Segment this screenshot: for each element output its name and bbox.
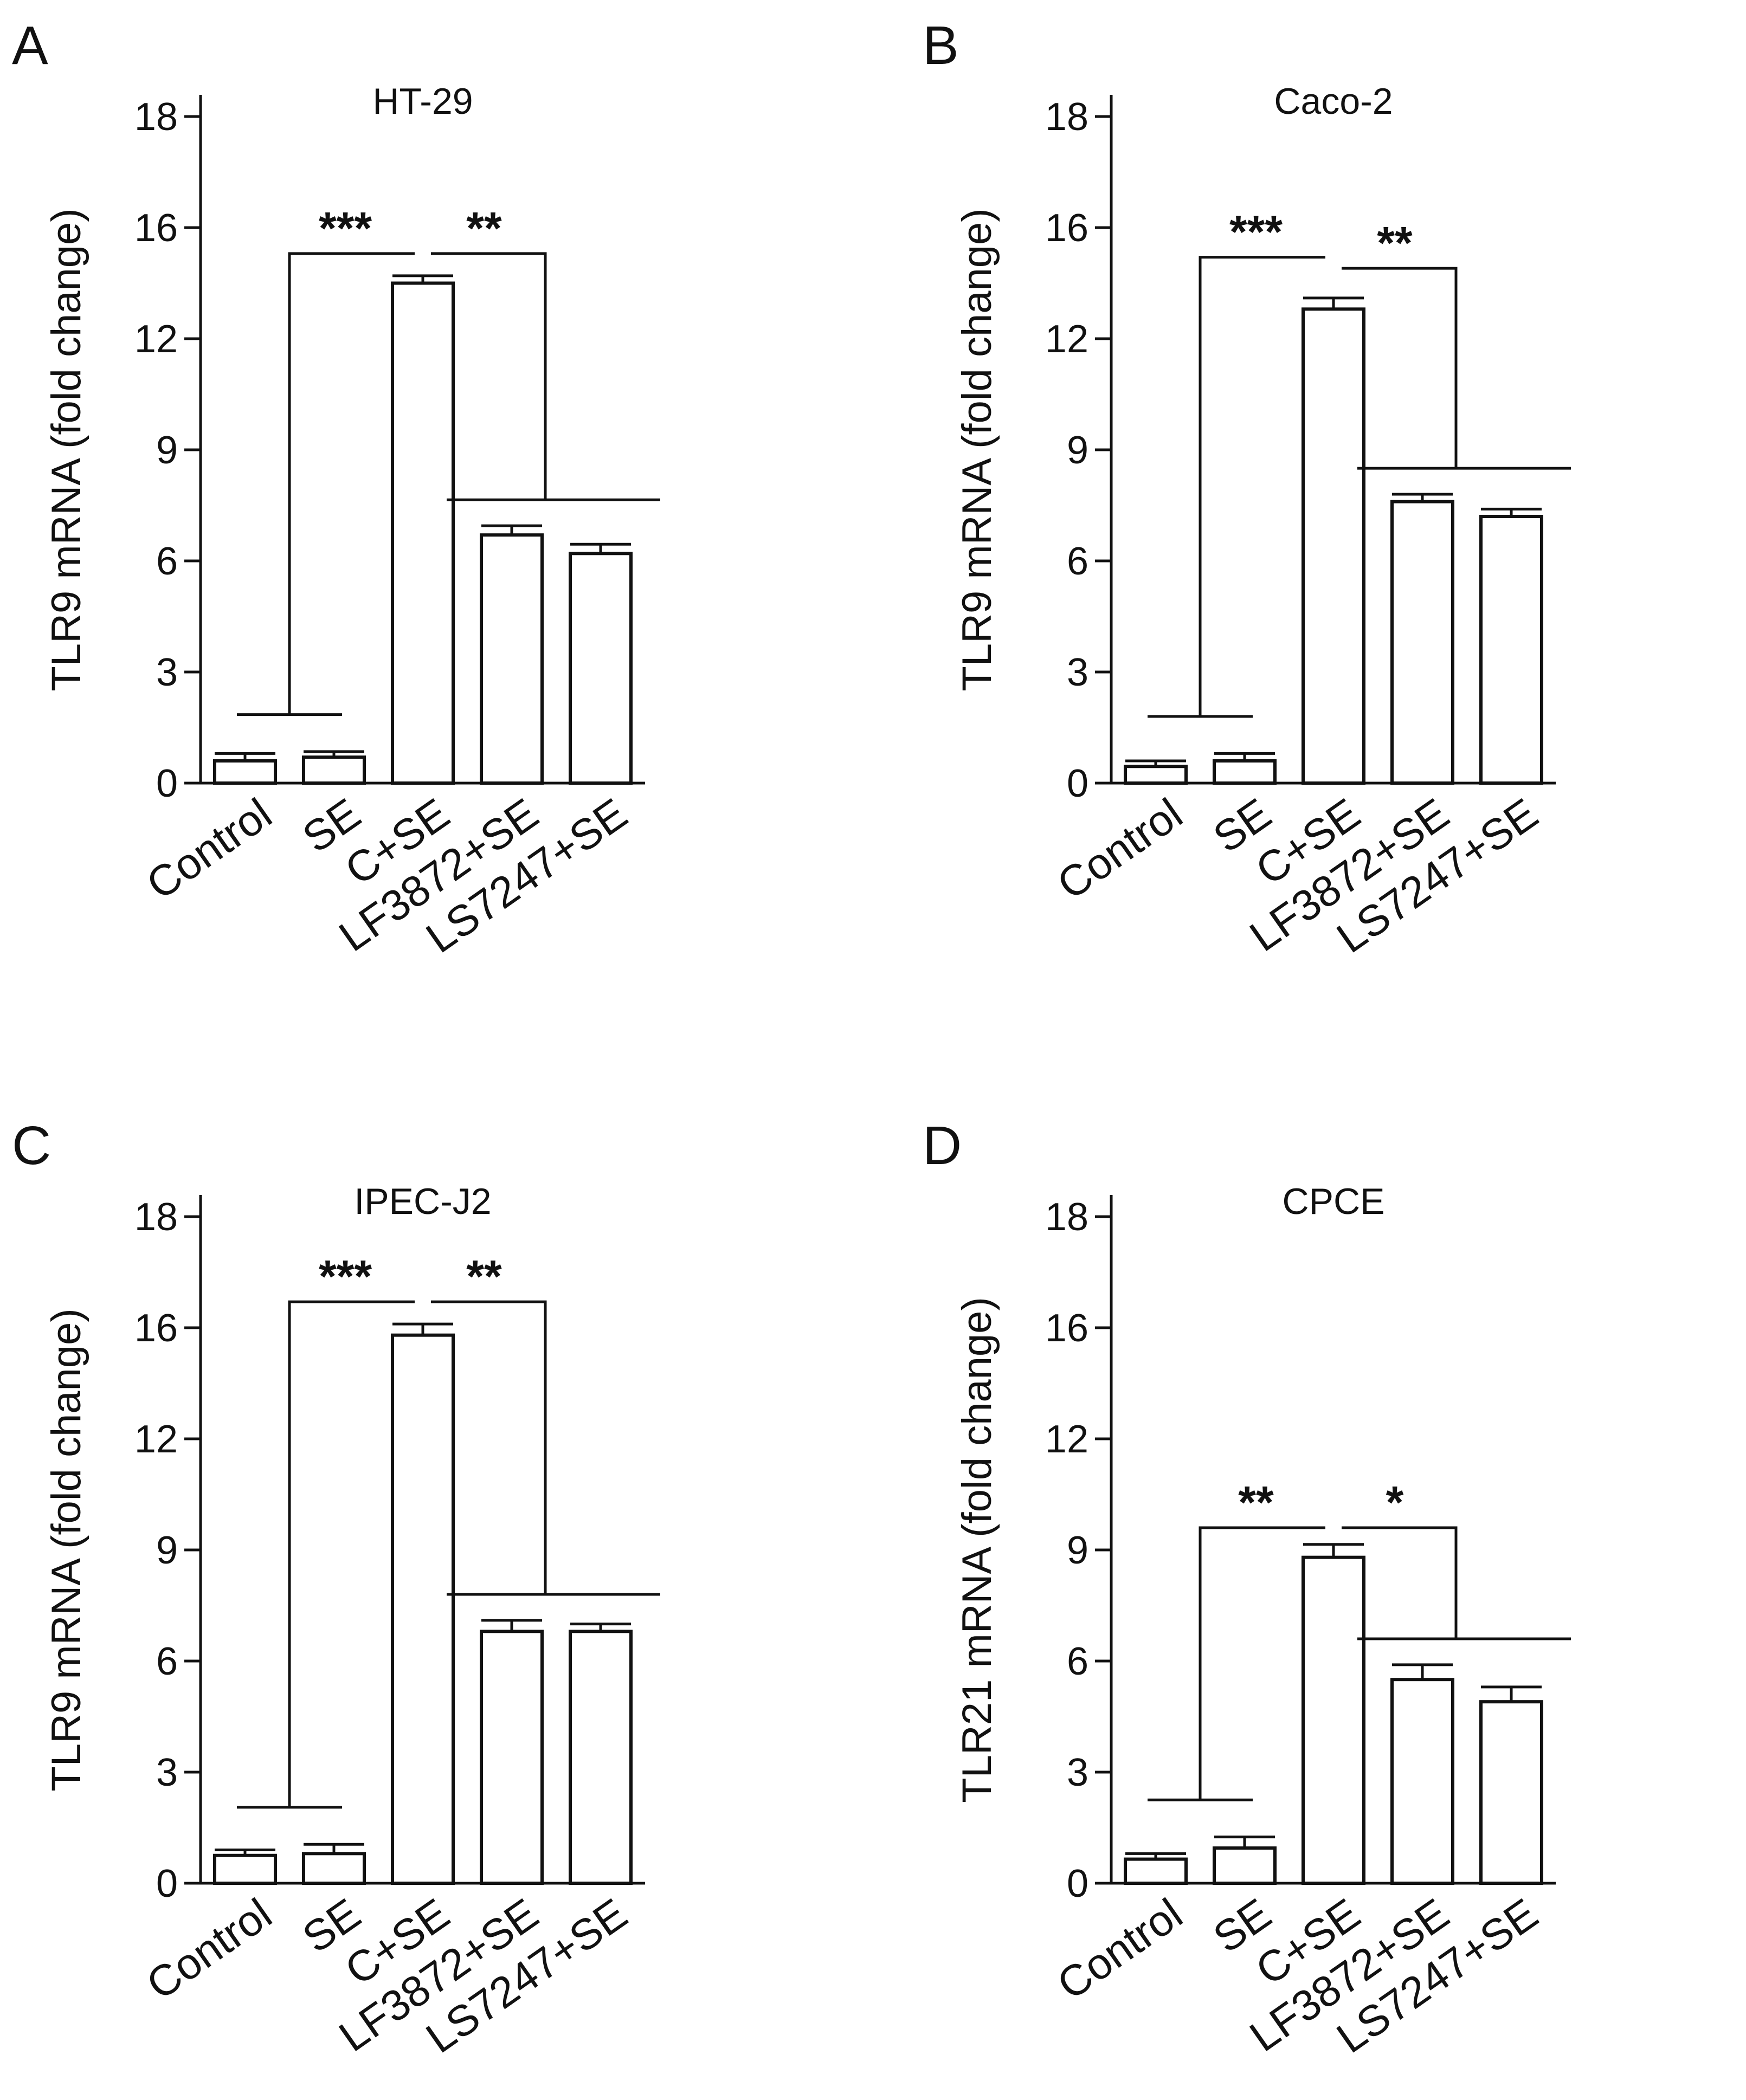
y-tick-label: 0	[1067, 762, 1088, 805]
significance-bracket-1	[1199, 1526, 1325, 1800]
y-axis-label: TLR9 mRNA (fold change)	[43, 208, 89, 691]
y-tick-label: 9	[1067, 1529, 1088, 1572]
y-tick-label: 12	[1045, 318, 1088, 361]
bar-ls7247-se	[1479, 1700, 1543, 1885]
panel-title: IPEC-J2	[354, 1181, 491, 1222]
y-tick-label: 9	[156, 1529, 178, 1572]
significance-bracket-2	[1342, 1526, 1458, 1639]
bar-lf3872-se	[1390, 500, 1454, 785]
y-tick-label: 16	[1045, 206, 1088, 250]
bar-se	[302, 755, 366, 785]
bar-c-se	[1302, 307, 1365, 785]
significance-bracket-2	[1342, 267, 1458, 469]
significance-label-1: ***	[1229, 206, 1283, 257]
y-tick-label: 16	[134, 1307, 178, 1350]
bar-se	[1213, 759, 1277, 785]
significance-label-1: ***	[319, 1251, 372, 1302]
bar-ls7247-se	[1479, 515, 1543, 785]
significance-label-1: **	[1238, 1477, 1274, 1528]
y-tick-label: 6	[1067, 540, 1088, 583]
significance-bracket-2	[431, 1300, 547, 1594]
bar-ls7247-se	[569, 552, 633, 785]
bar-control	[1124, 765, 1188, 785]
panel-title: Caco-2	[1274, 81, 1393, 122]
panel-title: HT-29	[372, 81, 473, 122]
y-tick-label: 0	[156, 1862, 178, 1905]
y-tick-label: 18	[134, 1196, 178, 1239]
y-axis-label: TLR9 mRNA (fold change)	[954, 208, 1000, 691]
bar-ls7247-se	[569, 1630, 633, 1885]
significance-bracket-1	[1199, 256, 1325, 716]
bar-se	[1213, 1846, 1277, 1885]
y-tick-label: 12	[134, 318, 178, 361]
significance-label-2: **	[1377, 217, 1413, 268]
significance-label-2: **	[466, 1251, 502, 1302]
panel-title: CPCE	[1283, 1181, 1385, 1222]
significance-label-2: *	[1386, 1477, 1404, 1528]
y-tick-label: 12	[134, 1418, 178, 1461]
y-tick-label: 18	[1045, 95, 1088, 139]
bar-lf3872-se	[480, 533, 544, 785]
significance-bracket-1	[288, 252, 415, 715]
bar-control	[213, 759, 277, 785]
bar-c-se	[391, 281, 455, 785]
y-tick-label: 6	[156, 540, 178, 583]
bar-control	[213, 1853, 277, 1885]
significance-label-1: ***	[319, 203, 372, 254]
y-tick-label: 12	[1045, 1418, 1088, 1461]
y-tick-label: 6	[156, 1640, 178, 1683]
significance-bracket-2	[431, 252, 547, 500]
y-tick-label: 3	[156, 1751, 178, 1794]
panel-letter: A	[12, 15, 48, 76]
y-tick-label: 18	[1045, 1196, 1088, 1239]
bar-se	[302, 1852, 366, 1885]
bar-control	[1124, 1857, 1188, 1885]
panel-letter: B	[923, 15, 959, 76]
y-axis-label: TLR21 mRNA (fold change)	[954, 1297, 1000, 1803]
panel-letter: C	[12, 1115, 51, 1176]
y-tick-label: 3	[156, 651, 178, 694]
bar-c-se	[391, 1333, 455, 1885]
y-tick-label: 16	[1045, 1307, 1088, 1350]
significance-bracket-1	[288, 1300, 415, 1807]
panel-letter: D	[923, 1115, 962, 1176]
significance-label-2: **	[466, 203, 502, 254]
y-tick-label: 0	[156, 762, 178, 805]
bar-lf3872-se	[1390, 1678, 1454, 1885]
bar-c-se	[1302, 1555, 1365, 1885]
y-tick-label: 9	[1067, 429, 1088, 472]
y-tick-label: 0	[1067, 1862, 1088, 1905]
y-axis-label: TLR9 mRNA (fold change)	[43, 1308, 89, 1791]
panel-b: B Caco-2 0 3 6 9 12 16 18 TLR9 mRNA (fold change)…	[923, 15, 1571, 962]
bar-lf3872-se	[480, 1630, 544, 1885]
y-tick-label: 6	[1067, 1640, 1088, 1683]
y-tick-label: 3	[1067, 651, 1088, 694]
y-tick-label: 3	[1067, 1751, 1088, 1794]
y-tick-label: 9	[156, 429, 178, 472]
y-tick-label: 16	[134, 206, 178, 250]
y-tick-label: 18	[134, 95, 178, 139]
